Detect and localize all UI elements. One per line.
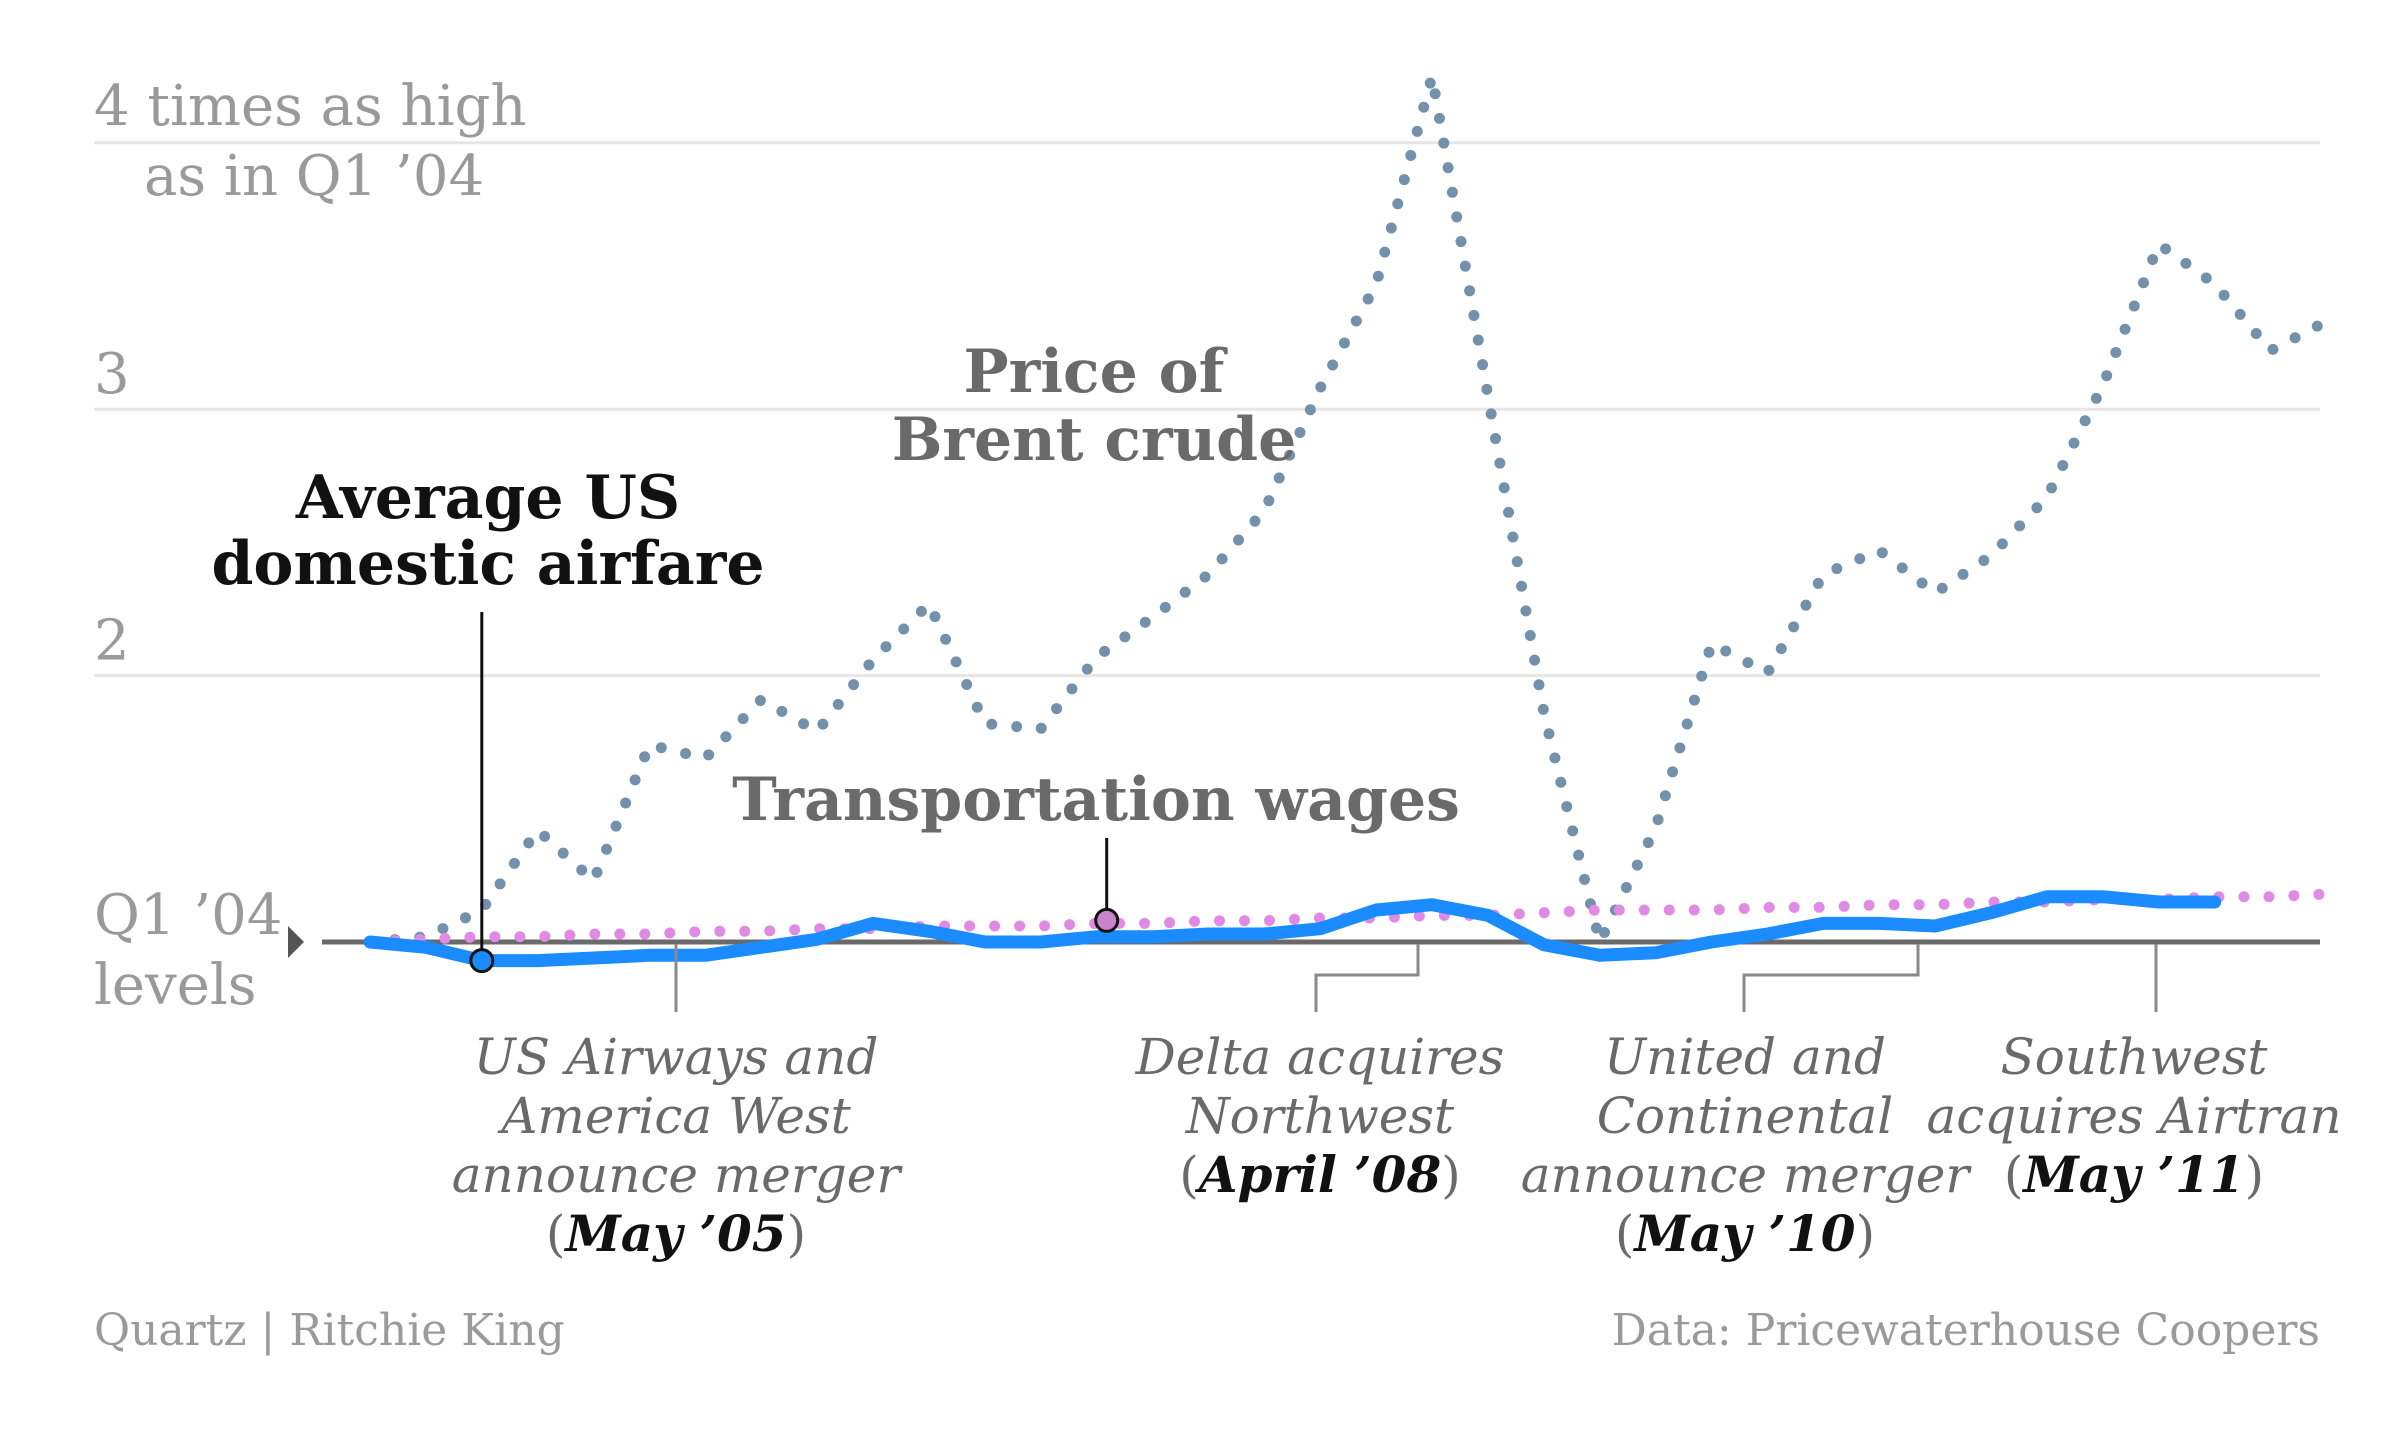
event-connector-2 (1742, 944, 1920, 1012)
y-tick-label-4: 4 times as high as in Q1 ’04 (94, 74, 526, 209)
footer-source: Data: Pricewaterhouse Coopers (1611, 1305, 2320, 1356)
series-line-average-us-domestic-airfare (363, 890, 2222, 968)
airfare-pointer-dot (469, 948, 495, 974)
footer-credit: Quartz | Ritchie King (94, 1305, 565, 1356)
y-tick-label-1: Q1 ’04 levels (94, 883, 282, 1018)
y-tick-label-3: 3 (94, 342, 130, 407)
annotation-layer: US Airways and America West announce merge… (452, 944, 2342, 1263)
event-label-3: Southwest acquires Airtran (May ’11) (1926, 1028, 2341, 1204)
event-label-1: Delta acquires Northwest (April ’08) (1135, 1028, 1505, 1204)
series-line-price-of-brent-crude (364, 74, 2332, 959)
event-label-2: United and Continental announce merger (May… (1521, 1028, 1973, 1263)
series-label-brent: Price of Brent crude (892, 337, 1297, 475)
wages-pointer-dot (1094, 907, 1120, 933)
series-label-airfare: Average US domestic airfare (211, 463, 764, 599)
y-tick-label-2: 2 (94, 609, 130, 674)
grid-layer (94, 141, 2320, 958)
event-connector-1 (1314, 944, 1420, 1012)
baseline-arrow-icon (288, 926, 304, 958)
series-label-wages: Transportation wages (732, 765, 1460, 835)
event-label-0: US Airways and America West announce merge… (452, 1028, 904, 1263)
label-layer: Q1 ’04 levels 2 3 4 times as high as in Q1 ’0… (94, 74, 1460, 1018)
